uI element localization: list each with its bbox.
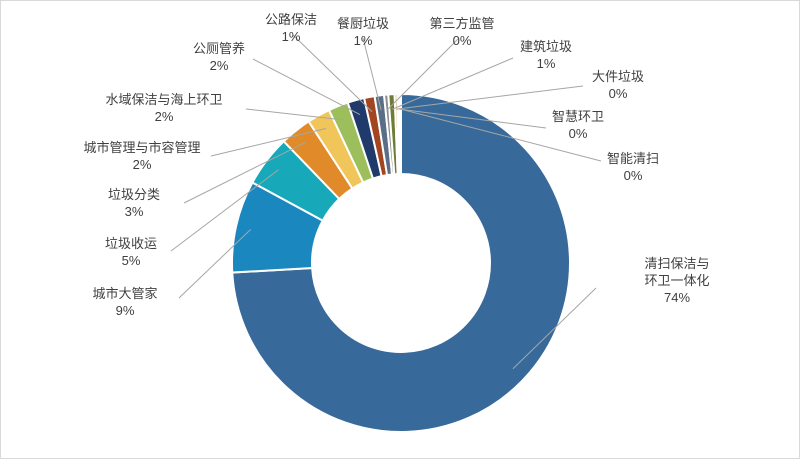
leader-line <box>210 128 327 157</box>
slice-percent: 0% <box>609 86 628 101</box>
slice-name: 餐厨垃圾 <box>337 16 389 31</box>
slice-label: 智慧环卫 0% <box>552 109 604 141</box>
slice-label: 公厕管养 2% <box>193 41 245 73</box>
donut-slice <box>398 92 402 176</box>
slice-label: 餐厨垃圾 1% <box>337 16 389 48</box>
slice-name: 垃圾分类 <box>108 187 160 202</box>
slice-label: 第三方监管 0% <box>429 16 494 48</box>
leader-line <box>396 85 584 110</box>
leader-line <box>392 57 514 110</box>
leader-line <box>400 108 602 162</box>
slice-name: 第三方监管 <box>429 16 494 31</box>
leader-line <box>362 37 382 111</box>
donut-slice <box>231 92 571 433</box>
slice-label: 建筑垃圾 1% <box>520 39 572 71</box>
leader-line <box>245 108 344 121</box>
leader-line <box>170 169 279 252</box>
slice-label: 城市大管家 9% <box>92 286 157 318</box>
slice-percent: 2% <box>155 109 174 124</box>
slice-percent: 74% <box>664 290 690 305</box>
leader-line <box>183 142 306 204</box>
slice-name: 建筑垃圾 <box>520 39 572 54</box>
slice-name: 城市管理与市容管理 <box>83 140 200 155</box>
slice-percent: 5% <box>122 253 141 268</box>
slice-percent: 1% <box>537 56 556 71</box>
slice-percent: 2% <box>133 157 152 172</box>
slice-name: 公路保洁 <box>265 12 317 27</box>
leader-line <box>512 287 597 370</box>
slice-label: 垃圾收运 5% <box>105 236 157 268</box>
slice-percent: 0% <box>624 168 643 183</box>
slice-name: 垃圾收运 <box>105 236 157 251</box>
leader-line <box>398 108 547 129</box>
slice-label: 水域保洁与海上环卫 2% <box>105 92 222 124</box>
slice-percent: 9% <box>116 303 135 318</box>
slice-label: 大件垃圾 0% <box>592 69 644 101</box>
slice-name: 水域保洁与海上环卫 <box>105 92 222 107</box>
slice-label: 清扫保洁与环卫一体化 74% <box>644 256 709 305</box>
slice-name: 大件垃圾 <box>592 69 644 84</box>
leader-line <box>178 229 252 299</box>
leader-line <box>292 34 373 113</box>
slice-label: 垃圾分类 3% <box>108 187 160 219</box>
slice-label: 公路保洁 1% <box>265 12 317 44</box>
slice-name: 环卫一体化 <box>644 273 709 288</box>
slice-percent: 3% <box>125 204 144 219</box>
slice-percent: 1% <box>354 33 373 48</box>
slice-name: 公厕管养 <box>193 41 245 56</box>
slice-name: 清扫保洁与 <box>644 256 709 271</box>
leader-line <box>387 37 460 110</box>
slice-percent: 1% <box>282 29 301 44</box>
slice-name: 城市大管家 <box>92 286 157 301</box>
slice-label: 城市管理与市容管理 2% <box>83 140 200 172</box>
slice-name: 智能清扫 <box>607 151 659 166</box>
slice-percent: 0% <box>569 126 588 141</box>
leader-line <box>252 58 361 116</box>
slice-percent: 2% <box>210 58 229 73</box>
slice-label: 智能清扫 0% <box>607 151 659 183</box>
slice-percent: 0% <box>453 33 472 48</box>
slice-name: 智慧环卫 <box>552 109 604 124</box>
